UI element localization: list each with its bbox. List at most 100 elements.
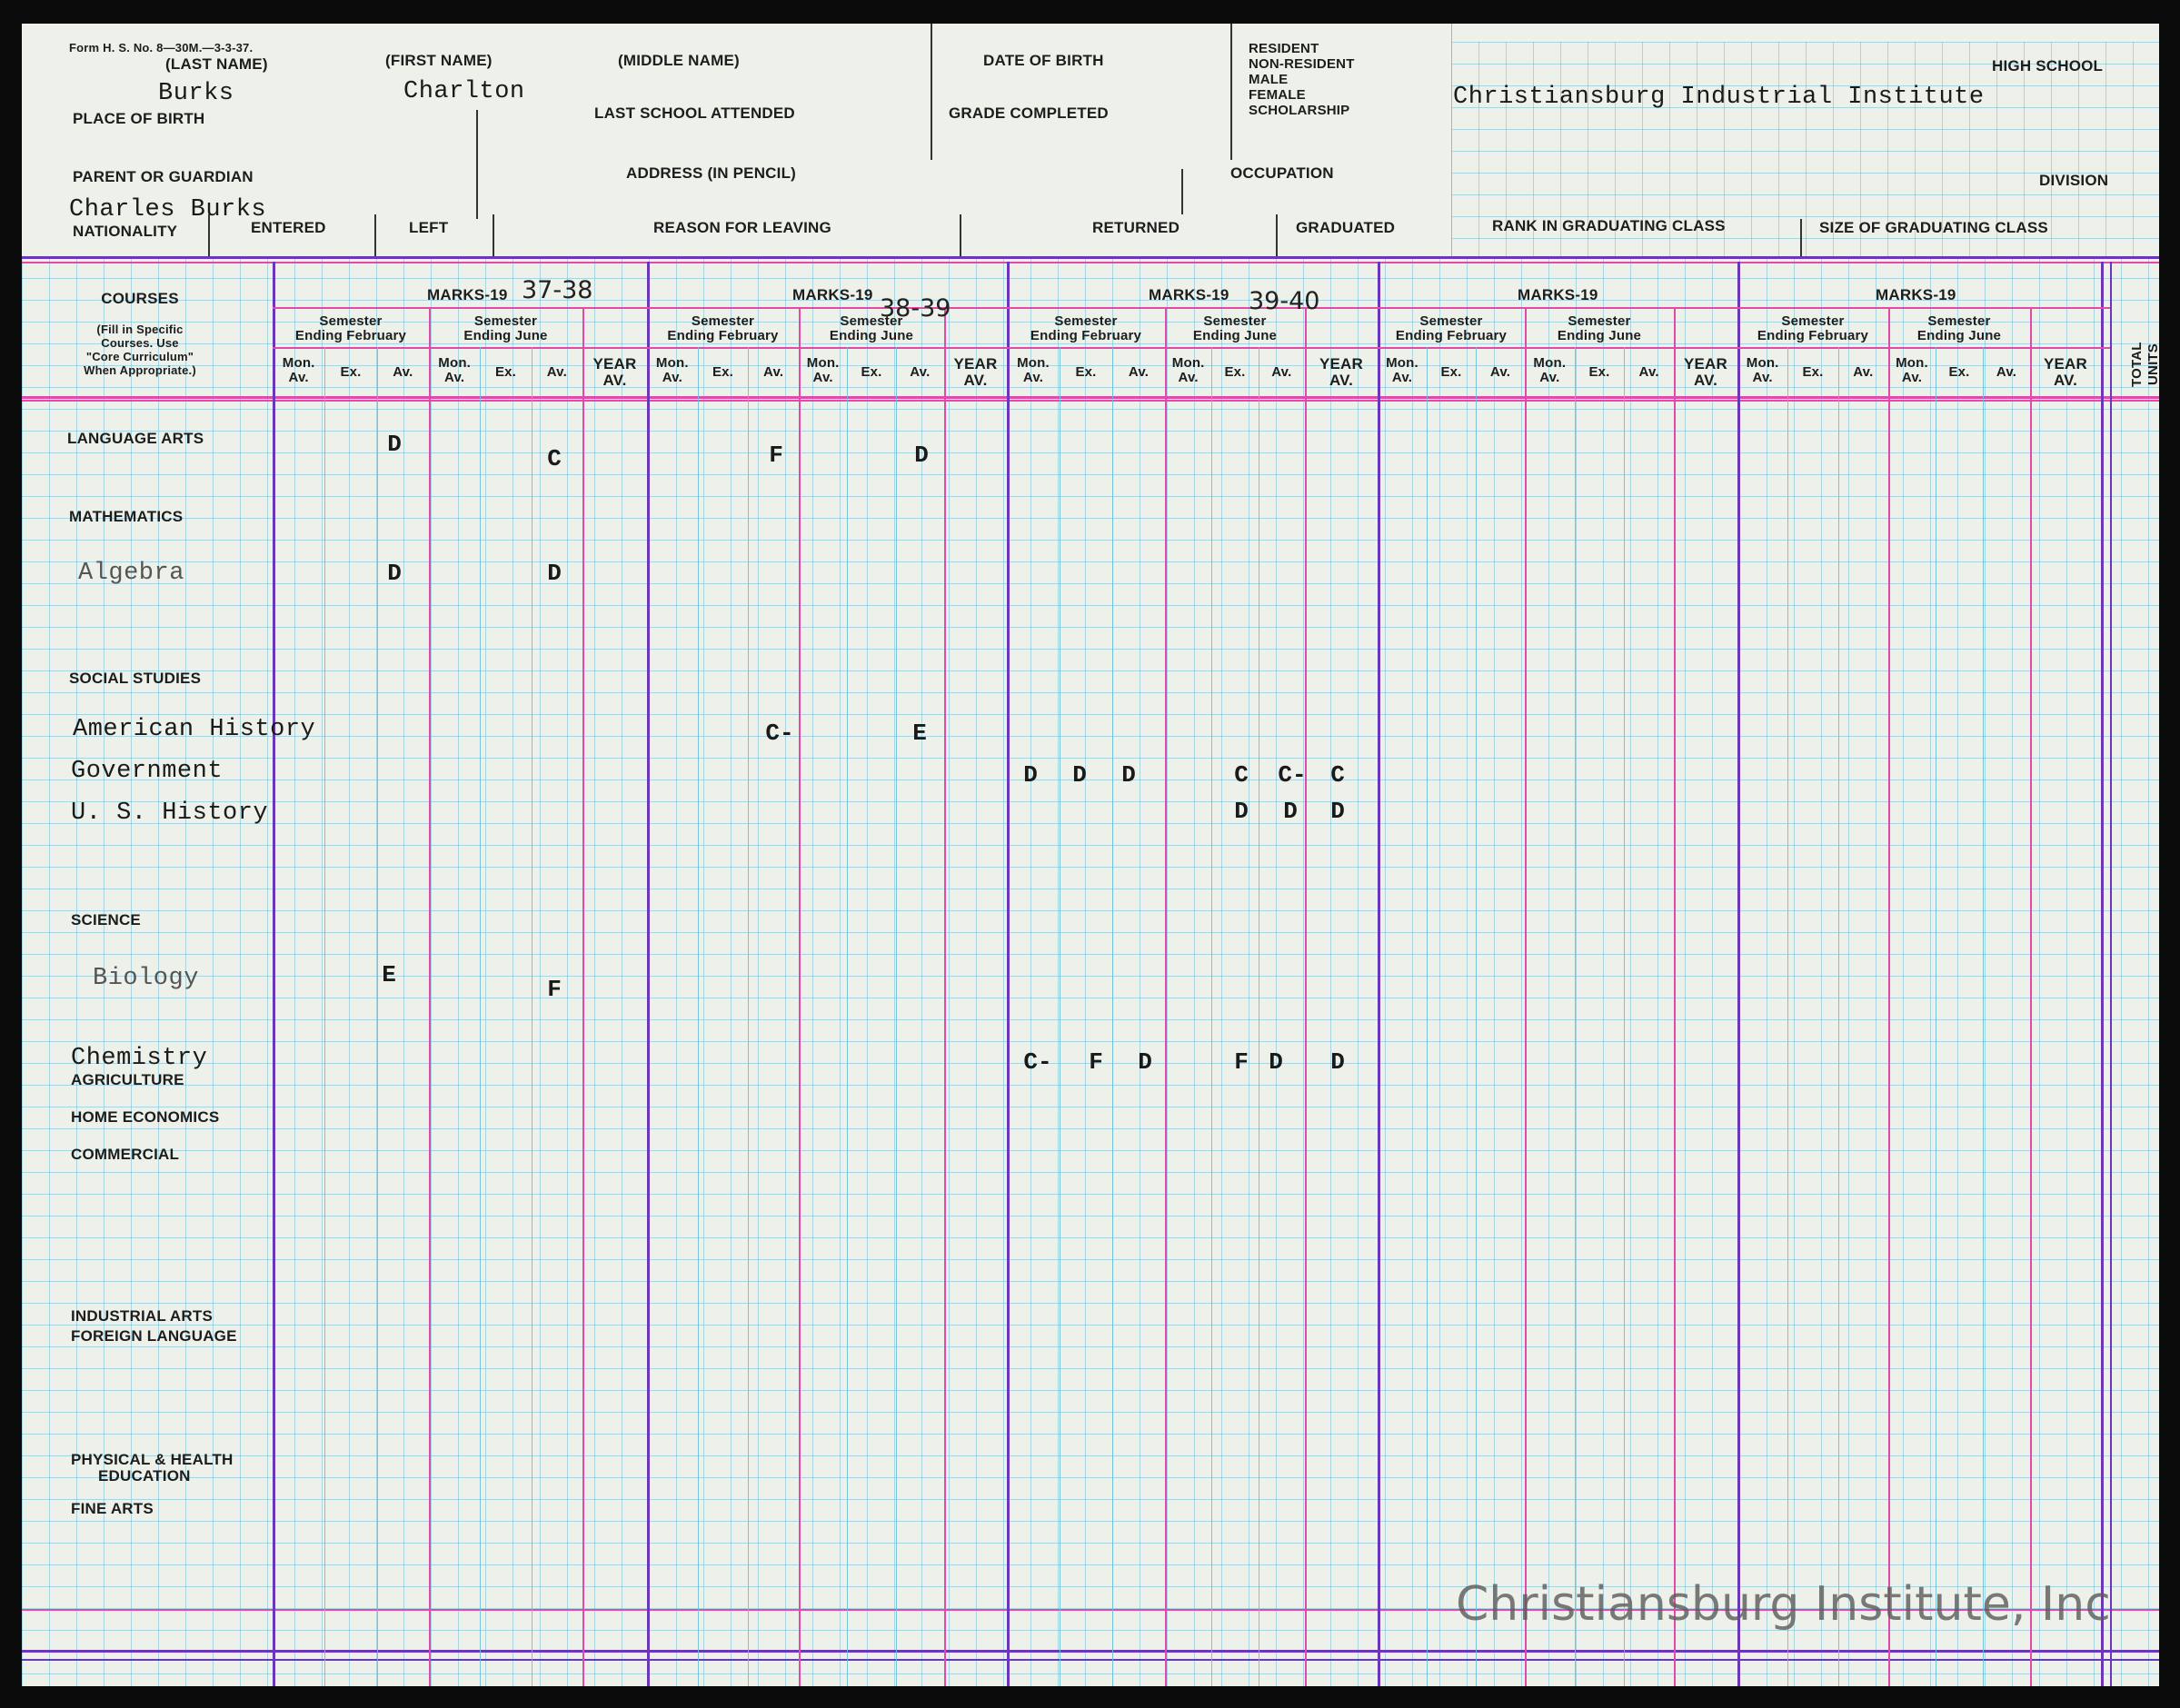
col-mon-label-2: Av. <box>1901 370 1923 385</box>
semester-divider <box>1525 307 1527 1686</box>
semester-june-label: Semester <box>1568 313 1631 329</box>
subcolumn-rule <box>377 347 378 1686</box>
col-av-label: Av. <box>910 364 931 380</box>
col-mon-label: Mon. <box>1017 355 1050 371</box>
grade-cell: D <box>1072 761 1087 789</box>
col-mon-label: Mon. <box>1746 355 1779 371</box>
col-mon-label-2: Av. <box>1178 370 1199 385</box>
grade-completed-label: GRADE COMPLETED <box>949 104 1109 122</box>
subhead-rule-2 <box>273 347 2110 349</box>
semester-june-label: Semester <box>1927 313 1991 329</box>
grade-cell: D <box>387 431 402 458</box>
col-year-label-2: AV. <box>602 372 627 389</box>
watermark: Christiansburg Institute, Inc <box>1456 1577 2111 1632</box>
transcript-sheet: Form H. S. No. 8—30M.—3-3-37. (LAST NAME… <box>22 24 2159 1686</box>
semester-feb-label: Semester <box>1054 313 1118 329</box>
col-mon-label-2: Av. <box>1539 370 1560 385</box>
grade-cell: F <box>769 442 783 469</box>
col-av-label: Av. <box>1638 364 1659 380</box>
divider <box>960 214 961 256</box>
subcolumn-rule <box>748 347 749 1686</box>
subcolumn-rule <box>1787 347 1788 1686</box>
col-ex-label: Ex. <box>1948 364 1970 380</box>
subcolumn-rule <box>1112 347 1113 1686</box>
grade-cell: D <box>1283 798 1298 825</box>
marks-label-1: MARKS-19 <box>427 286 508 303</box>
grade-cell: D <box>914 442 929 469</box>
subcolumn-rule <box>698 347 699 1686</box>
category-industrial-arts: INDUSTRIAL ARTS <box>71 1307 213 1325</box>
reason-label: REASON FOR LEAVING <box>653 219 831 236</box>
year-1: 37-38 <box>522 276 593 304</box>
col-av-label: Av. <box>393 364 413 380</box>
col-ex-label: Ex. <box>1440 364 1462 380</box>
male-label: MALE <box>1249 72 1289 87</box>
block-divider <box>647 262 650 1686</box>
col-mon-label: Mon. <box>438 355 472 371</box>
col-mon-label: Mon. <box>282 355 315 371</box>
semester-feb-label: Semester <box>1781 313 1845 329</box>
semester-divider <box>799 307 801 1686</box>
grade-cell: D <box>1234 798 1249 825</box>
col-av-label: Av. <box>1271 364 1292 380</box>
address-label: ADDRESS (IN PENCIL) <box>626 164 797 182</box>
col-ex-label: Ex. <box>1075 364 1097 380</box>
semester-june-label-2: Ending June <box>1916 328 2002 343</box>
subcolumn-rule <box>896 347 897 1686</box>
female-label: FEMALE <box>1249 87 1306 103</box>
semester-feb-label: Semester <box>319 313 383 329</box>
category-mathematics: MATHEMATICS <box>69 508 184 525</box>
course-chemistry: Chemistry <box>71 1045 208 1072</box>
col-ex-label: Ex. <box>340 364 362 380</box>
table-foot-rule-2 <box>22 1650 2159 1653</box>
courses-note-2: Courses. Use <box>101 336 179 350</box>
col-mon-label-2: Av. <box>662 370 682 385</box>
units-divider <box>2110 262 2112 1686</box>
parent-label: PARENT OR GUARDIAN <box>73 168 254 185</box>
grade-cell: D <box>387 560 402 587</box>
grade-cell: C- <box>1023 1048 1052 1076</box>
category-commercial: COMMERCIAL <box>71 1146 180 1163</box>
marks-label-4: MARKS-19 <box>1518 286 1598 303</box>
header-bottom-rule <box>22 256 2159 259</box>
subcolumn-rule <box>1476 347 1477 1686</box>
grid-paper-header <box>1451 42 2159 256</box>
divider <box>1276 214 1278 256</box>
course-us-history: U. S. History <box>71 799 269 827</box>
subcolumn-rule <box>532 347 533 1686</box>
subcolumn-rule <box>1624 347 1625 1686</box>
returned-label: RETURNED <box>1092 219 1180 236</box>
col-year-label: YEAR <box>592 355 637 372</box>
divider <box>374 214 376 256</box>
semester-feb-label-2: Ending February <box>667 328 779 343</box>
grade-cell: D <box>1138 1048 1152 1076</box>
header-bottom-rule-2 <box>22 262 2159 263</box>
col-mon-label-2: Av. <box>444 370 465 385</box>
semester-feb-label-2: Ending February <box>1395 328 1508 343</box>
col-av-label: Av. <box>1128 364 1150 380</box>
subcolumn-rule <box>324 347 325 1686</box>
resident-label: RESIDENT <box>1249 41 1319 56</box>
block-divider <box>1737 262 1740 1686</box>
block-divider <box>1007 262 1010 1686</box>
block-divider <box>273 262 275 1686</box>
total-units-1: TOTAL <box>2129 342 2145 387</box>
col-mon-label-2: Av. <box>1391 370 1413 385</box>
non-resident-label: NON-RESIDENT <box>1249 56 1355 72</box>
first-name-label: (FIRST NAME) <box>385 52 493 69</box>
subcolumn-rule <box>1211 347 1212 1686</box>
grade-cell: F <box>547 976 562 1003</box>
semester-feb-label-2: Ending February <box>1757 328 1869 343</box>
category-home-economics: HOME ECONOMICS <box>71 1108 220 1126</box>
table-head-rule <box>22 396 2159 399</box>
divider <box>1181 169 1183 214</box>
col-ex-label: Ex. <box>712 364 734 380</box>
semester-june-label: Semester <box>1203 313 1267 329</box>
col-mon-label: Mon. <box>806 355 840 371</box>
col-av-label: Av. <box>1489 364 1511 380</box>
category-fine-arts: FINE ARTS <box>71 1500 154 1517</box>
marks-label-2: MARKS-19 <box>792 286 873 303</box>
total-units-2: UNITS <box>2145 343 2159 385</box>
course-algebra: Algebra <box>78 560 184 587</box>
last-school-label: LAST SCHOOL ATTENDED <box>594 104 795 122</box>
